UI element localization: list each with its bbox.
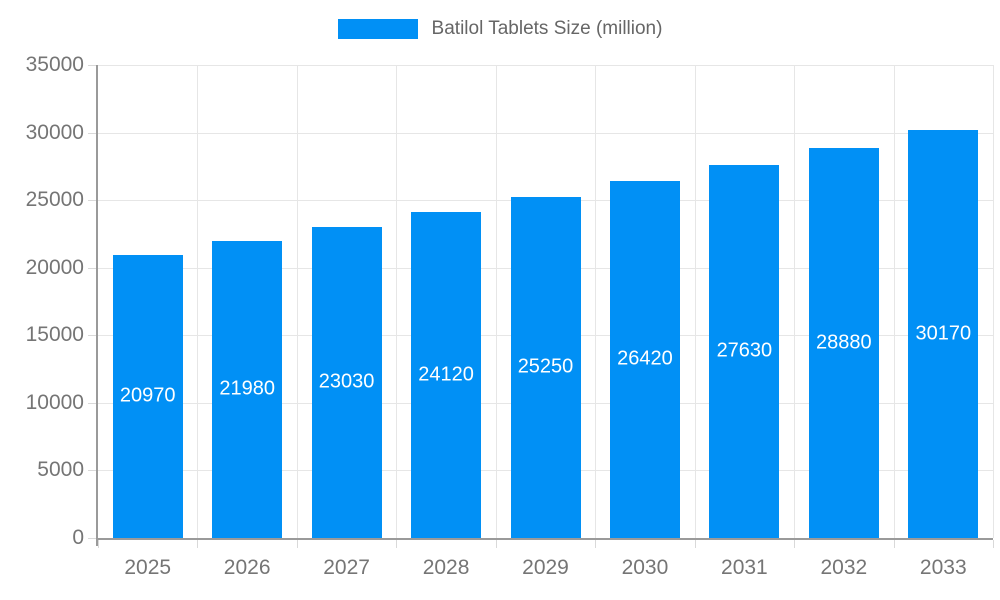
v-gridline — [495, 65, 497, 538]
y-tick — [88, 335, 96, 337]
bar-value-label: 21980 — [219, 377, 275, 400]
legend-swatch — [337, 19, 418, 39]
y-tick-label: 20000 — [25, 255, 84, 279]
x-tick — [197, 540, 199, 548]
bar-value-label: 30170 — [915, 322, 972, 345]
x-tick — [893, 540, 895, 548]
plot-area: 20970 21980 23030 24120 25250 26420 27630 28880… — [96, 65, 994, 546]
h-gridline — [98, 132, 993, 134]
bar-value-label: 27630 — [716, 339, 773, 362]
bar-value-label: 26420 — [617, 347, 673, 370]
x-tick — [495, 540, 497, 548]
bar-value-label: 23030 — [318, 370, 375, 393]
bar-2032: 28880 — [808, 147, 879, 538]
v-gridline — [694, 65, 696, 538]
legend-label: Batilol Tablets Size (million) — [431, 18, 663, 39]
x-tick-label: 2030 — [621, 556, 669, 579]
x-tick-label: 2026 — [223, 556, 271, 579]
x-tick-label: 2029 — [522, 556, 569, 579]
x-tick — [98, 540, 99, 548]
y-tick-label: 0 — [72, 526, 84, 549]
x-tick — [595, 540, 597, 548]
v-gridline — [197, 65, 199, 538]
bar-2033: 30170 — [908, 130, 979, 538]
y-tick — [88, 267, 96, 269]
y-axis-line — [96, 65, 98, 546]
v-gridline — [993, 65, 994, 538]
x-tick — [694, 540, 696, 548]
bar-2031: 27630 — [709, 164, 780, 538]
bar-value-label: 25250 — [517, 355, 574, 378]
x-tick-label: 2025 — [124, 556, 172, 579]
bar-2025: 20970 — [112, 254, 183, 538]
bar-value-label: 28880 — [816, 331, 872, 354]
bar-2030: 26420 — [609, 180, 680, 538]
v-gridline — [595, 65, 597, 538]
y-tick — [88, 132, 96, 134]
bar-value-label: 24120 — [418, 363, 474, 386]
h-gridline — [98, 65, 993, 66]
v-gridline — [396, 65, 398, 538]
y-tick — [88, 538, 96, 539]
x-tick — [296, 540, 298, 548]
v-gridline — [794, 65, 796, 538]
x-axis-line — [96, 538, 993, 540]
x-tick-label: 2032 — [820, 556, 868, 579]
y-tick-label: 10000 — [25, 390, 84, 414]
y-tick-label: 35000 — [25, 53, 84, 76]
bar-2027: 23030 — [311, 226, 382, 538]
v-gridline — [893, 65, 895, 538]
bar-2029: 25250 — [510, 196, 581, 538]
bar-2026: 21980 — [212, 240, 283, 538]
y-tick — [88, 200, 96, 202]
x-tick — [993, 540, 994, 548]
legend[interactable]: Batilol Tablets Size (million) — [0, 18, 1000, 40]
bar-value-label: 20970 — [119, 384, 176, 407]
y-tick-label: 15000 — [25, 323, 84, 347]
y-tick — [88, 65, 96, 66]
x-tick-label: 2033 — [919, 556, 967, 579]
y-tick — [88, 402, 96, 404]
y-tick — [88, 470, 96, 472]
x-tick — [794, 540, 796, 548]
x-tick-label: 2031 — [721, 556, 768, 579]
y-tick-label: 5000 — [37, 458, 84, 482]
x-tick-label: 2028 — [422, 556, 470, 579]
x-tick-label: 2027 — [323, 556, 370, 579]
y-tick-label: 25000 — [25, 188, 84, 212]
v-gridline — [296, 65, 298, 538]
x-tick — [396, 540, 398, 548]
y-tick-label: 30000 — [25, 120, 84, 144]
bar-2028: 24120 — [411, 212, 482, 538]
